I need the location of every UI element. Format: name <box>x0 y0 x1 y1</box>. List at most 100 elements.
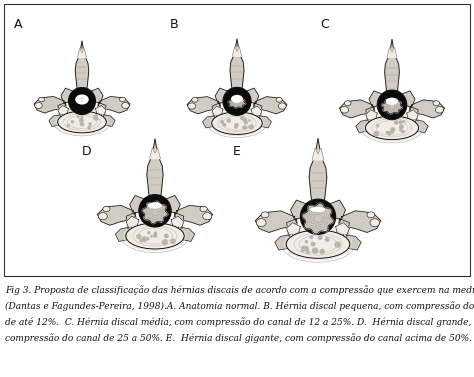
Circle shape <box>387 131 392 136</box>
Circle shape <box>306 250 310 254</box>
Polygon shape <box>130 196 152 213</box>
Circle shape <box>374 131 379 137</box>
Text: E: E <box>233 145 241 158</box>
Ellipse shape <box>340 106 348 113</box>
Circle shape <box>77 115 80 118</box>
Ellipse shape <box>103 206 110 212</box>
Circle shape <box>153 233 157 238</box>
Polygon shape <box>339 100 374 118</box>
Ellipse shape <box>119 97 126 102</box>
Polygon shape <box>126 216 139 231</box>
Ellipse shape <box>79 97 85 102</box>
Circle shape <box>311 208 314 211</box>
Circle shape <box>321 208 325 211</box>
Circle shape <box>146 237 149 241</box>
Circle shape <box>377 90 407 120</box>
Ellipse shape <box>286 230 350 258</box>
Ellipse shape <box>276 98 282 102</box>
Circle shape <box>399 128 402 132</box>
Circle shape <box>310 235 313 239</box>
Polygon shape <box>369 91 390 107</box>
Circle shape <box>325 237 330 242</box>
Circle shape <box>162 239 168 245</box>
Ellipse shape <box>75 94 89 104</box>
Circle shape <box>136 234 142 239</box>
Circle shape <box>390 127 395 132</box>
Circle shape <box>236 98 238 101</box>
Ellipse shape <box>261 212 269 218</box>
Circle shape <box>154 203 156 206</box>
Circle shape <box>391 130 394 133</box>
Ellipse shape <box>370 219 380 227</box>
Ellipse shape <box>386 98 398 105</box>
Polygon shape <box>336 223 349 238</box>
Polygon shape <box>321 200 346 220</box>
Circle shape <box>316 207 320 211</box>
Polygon shape <box>212 106 223 118</box>
Polygon shape <box>407 110 418 123</box>
Polygon shape <box>78 49 86 58</box>
Circle shape <box>385 131 389 134</box>
Polygon shape <box>255 115 271 128</box>
Circle shape <box>69 87 95 115</box>
Circle shape <box>76 98 80 101</box>
Ellipse shape <box>436 106 444 113</box>
Circle shape <box>248 119 251 122</box>
Circle shape <box>301 246 306 251</box>
Polygon shape <box>115 227 133 241</box>
Circle shape <box>148 204 152 207</box>
Polygon shape <box>58 103 67 116</box>
Circle shape <box>223 87 251 115</box>
Polygon shape <box>49 115 64 127</box>
Circle shape <box>95 117 99 121</box>
Circle shape <box>150 235 153 238</box>
Circle shape <box>402 120 405 123</box>
Circle shape <box>94 114 98 118</box>
Circle shape <box>80 122 84 126</box>
Polygon shape <box>356 120 372 133</box>
Circle shape <box>87 126 91 130</box>
Text: compressão do canal de 25 a 50%. E.  Hérnia discal gigante, com compressão do ca: compressão do canal de 25 a 50%. E. Hérn… <box>5 333 472 343</box>
Polygon shape <box>387 48 397 57</box>
Circle shape <box>247 126 250 128</box>
Text: C: C <box>320 18 329 31</box>
Polygon shape <box>173 213 184 229</box>
Text: A: A <box>14 18 22 31</box>
Circle shape <box>220 120 224 124</box>
Circle shape <box>84 98 88 101</box>
Polygon shape <box>410 100 445 118</box>
Circle shape <box>154 231 157 234</box>
Circle shape <box>81 115 83 118</box>
Ellipse shape <box>126 223 184 249</box>
Ellipse shape <box>148 202 162 209</box>
Text: de até 12%.  C. Hérnia discal média, com compressão do canal de 12 a 25%. D.  Hé: de até 12%. C. Hérnia discal média, com … <box>5 317 474 327</box>
Polygon shape <box>97 205 135 225</box>
Circle shape <box>234 123 239 127</box>
Polygon shape <box>187 97 220 114</box>
Polygon shape <box>212 103 221 117</box>
Polygon shape <box>366 106 375 121</box>
Circle shape <box>401 130 405 133</box>
Polygon shape <box>58 106 69 118</box>
Polygon shape <box>230 39 244 96</box>
Polygon shape <box>95 106 106 118</box>
Polygon shape <box>75 41 89 96</box>
Ellipse shape <box>212 112 262 135</box>
Polygon shape <box>254 97 287 114</box>
Circle shape <box>240 98 243 100</box>
Circle shape <box>311 242 316 247</box>
Ellipse shape <box>122 103 129 109</box>
Polygon shape <box>251 106 262 118</box>
Circle shape <box>231 98 234 100</box>
Circle shape <box>301 199 336 234</box>
Polygon shape <box>228 98 246 108</box>
Polygon shape <box>339 211 381 233</box>
Polygon shape <box>366 110 377 123</box>
Circle shape <box>164 239 167 242</box>
Ellipse shape <box>192 98 198 102</box>
Circle shape <box>80 95 84 99</box>
Polygon shape <box>97 103 106 116</box>
Circle shape <box>242 125 247 130</box>
Ellipse shape <box>345 101 351 106</box>
Ellipse shape <box>203 213 212 220</box>
